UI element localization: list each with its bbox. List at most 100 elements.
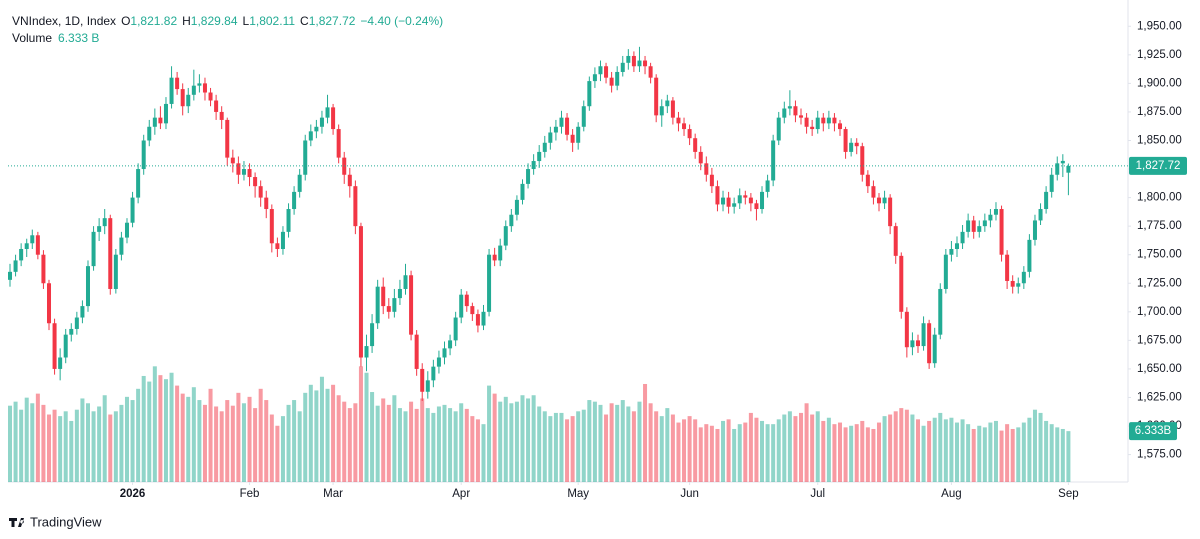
candle-body — [1032, 220, 1037, 240]
candle-body — [1027, 239, 1032, 272]
candle-body — [63, 334, 68, 358]
volume-bar — [275, 425, 280, 482]
candle-body — [303, 140, 308, 175]
candle-body — [893, 226, 898, 256]
candle-body — [180, 89, 185, 107]
x-tick-label: Jun — [680, 488, 699, 500]
volume-bar — [698, 427, 703, 482]
volume-bar — [548, 416, 553, 482]
y-tick-label: 1,675.00 — [1137, 334, 1182, 346]
candle-body — [280, 231, 285, 249]
volume-bar — [1044, 420, 1049, 482]
candle-body — [609, 77, 614, 86]
candle-body — [147, 126, 152, 141]
volume-bar — [420, 398, 425, 482]
volume-bar — [971, 428, 976, 482]
volume-bar — [175, 385, 180, 482]
volume-legend: Volume 6.333 B — [12, 31, 99, 45]
candle-body — [241, 169, 246, 175]
volume-bar — [431, 412, 436, 482]
candle-body — [598, 66, 603, 75]
volume-bar — [375, 405, 380, 482]
volume-bar — [999, 430, 1004, 482]
volume-bar — [13, 401, 18, 482]
candle-body — [141, 140, 146, 170]
volume-bar — [364, 372, 369, 482]
volume-bar — [587, 400, 592, 482]
candle-body — [409, 275, 414, 335]
candle-body — [264, 197, 269, 210]
candle-body — [292, 191, 297, 210]
candle-body — [163, 103, 168, 124]
volume-bar — [915, 419, 920, 482]
x-tick-label: Apr — [452, 488, 470, 500]
candle-body — [314, 126, 319, 132]
volume-bar — [269, 414, 274, 482]
volume-bar — [24, 397, 29, 482]
volume-bar — [169, 372, 174, 482]
candle-body — [1055, 163, 1060, 175]
volume-bar — [838, 422, 843, 482]
ohlc-value: 1,827.72 — [309, 14, 356, 28]
volume-bar — [35, 393, 40, 482]
candle-body — [921, 323, 926, 347]
candle-body — [219, 111, 224, 120]
candle-body — [448, 340, 453, 349]
volume-bar — [682, 419, 687, 482]
ohlc-value: 1,821.82 — [130, 14, 177, 28]
candle-body — [726, 197, 731, 207]
y-tick-label: 1,725.00 — [1137, 277, 1182, 289]
candle-body — [464, 294, 469, 307]
volume-bar — [52, 409, 57, 482]
candle-body — [1044, 191, 1049, 210]
candle-body — [693, 138, 698, 152]
candle-body — [175, 77, 180, 90]
candle-body — [514, 199, 519, 215]
candle-body — [542, 142, 547, 152]
candle-body — [704, 163, 709, 175]
candle-body — [370, 323, 375, 347]
volume-bar — [108, 414, 113, 482]
candle-body — [375, 286, 380, 324]
volume-bar — [414, 408, 419, 482]
volume-bar — [208, 388, 213, 482]
volume-bar — [988, 422, 993, 482]
volume-bar — [219, 411, 224, 482]
volume-bar — [453, 411, 458, 482]
volume-bar — [542, 411, 547, 482]
volume-bar — [403, 411, 408, 482]
candle-body — [615, 71, 620, 86]
volume-bar — [977, 425, 982, 482]
volume-bar — [1055, 427, 1060, 482]
candle-body — [977, 226, 982, 232]
candle-body — [932, 334, 937, 364]
candle-body — [91, 231, 96, 267]
ohlc-key: C — [300, 14, 309, 28]
candle-body — [319, 117, 324, 127]
candle-body — [358, 226, 363, 358]
candle-body — [19, 248, 24, 261]
volume-bar — [993, 420, 998, 482]
candle-body — [208, 92, 213, 101]
candle-body — [854, 142, 859, 147]
volume-bar — [643, 383, 648, 482]
volume-bar — [481, 424, 486, 482]
candle-body — [637, 60, 642, 67]
y-tick-label: 1,850.00 — [1137, 135, 1182, 147]
volume-bar — [509, 403, 514, 482]
volume-bar — [470, 416, 475, 482]
candle-body — [30, 235, 35, 244]
volume-bar — [1032, 409, 1037, 482]
volume-bar — [464, 408, 469, 482]
volume-bar — [754, 417, 759, 482]
candle-body — [197, 83, 202, 86]
volume-bar — [41, 404, 46, 482]
candle-body — [102, 218, 107, 227]
candle-body — [186, 94, 191, 107]
volume-bar — [8, 405, 13, 482]
volume-bar — [732, 428, 737, 482]
volume-bar — [721, 420, 726, 482]
volume-bar — [97, 406, 102, 482]
candle-body — [403, 275, 408, 289]
volume-bar — [715, 428, 720, 482]
